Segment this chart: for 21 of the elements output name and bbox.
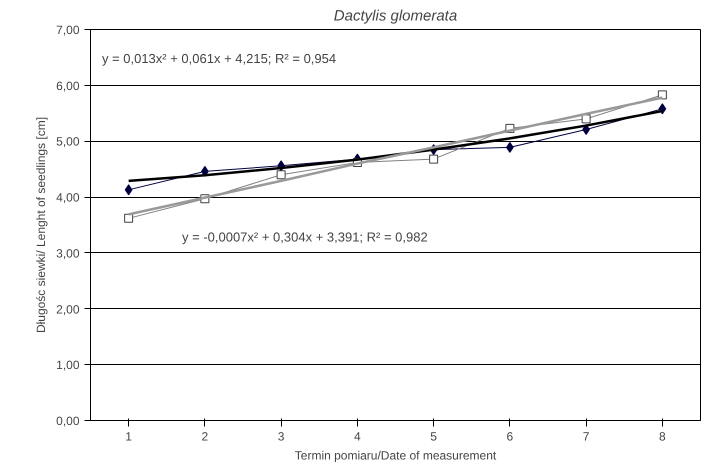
x-tick-label: 3 <box>278 430 285 444</box>
chart-title: Dactylis glomerata <box>334 8 458 24</box>
y-tick-label: 0,00 <box>56 414 80 428</box>
x-tick-label: 1 <box>125 430 132 444</box>
x-tick-label: 8 <box>659 430 666 444</box>
x-tick-label: 6 <box>506 430 514 444</box>
y-tick-label: 4,00 <box>56 190 80 205</box>
y-axis-title: Długośc siewki/ Lenght of seedlings [cm] <box>34 116 48 334</box>
x-tick-label: 7 <box>582 430 590 444</box>
y-tick-label: 3,00 <box>56 246 80 260</box>
y-tick-label: 2,00 <box>56 302 80 316</box>
x-tick-label: 2 <box>202 430 209 444</box>
annotation: y = -0,0007x² + 0,304x + 3,391; R² = 0,982 <box>182 230 428 245</box>
x-tick-label: 5 <box>430 430 438 444</box>
annotation: y = 0,013x² + 0,061x + 4,215; R² = 0,954 <box>102 50 336 66</box>
y-tick-label: 5,00 <box>56 134 80 149</box>
x-tick-label: 4 <box>354 430 362 444</box>
y-tick-label: 7,00 <box>56 23 80 37</box>
y-tick-label: 1,00 <box>56 358 80 372</box>
x-axis-title: Termin pomiaru/Date of measurement <box>294 448 497 462</box>
y-tick-label: 6,00 <box>56 78 80 93</box>
